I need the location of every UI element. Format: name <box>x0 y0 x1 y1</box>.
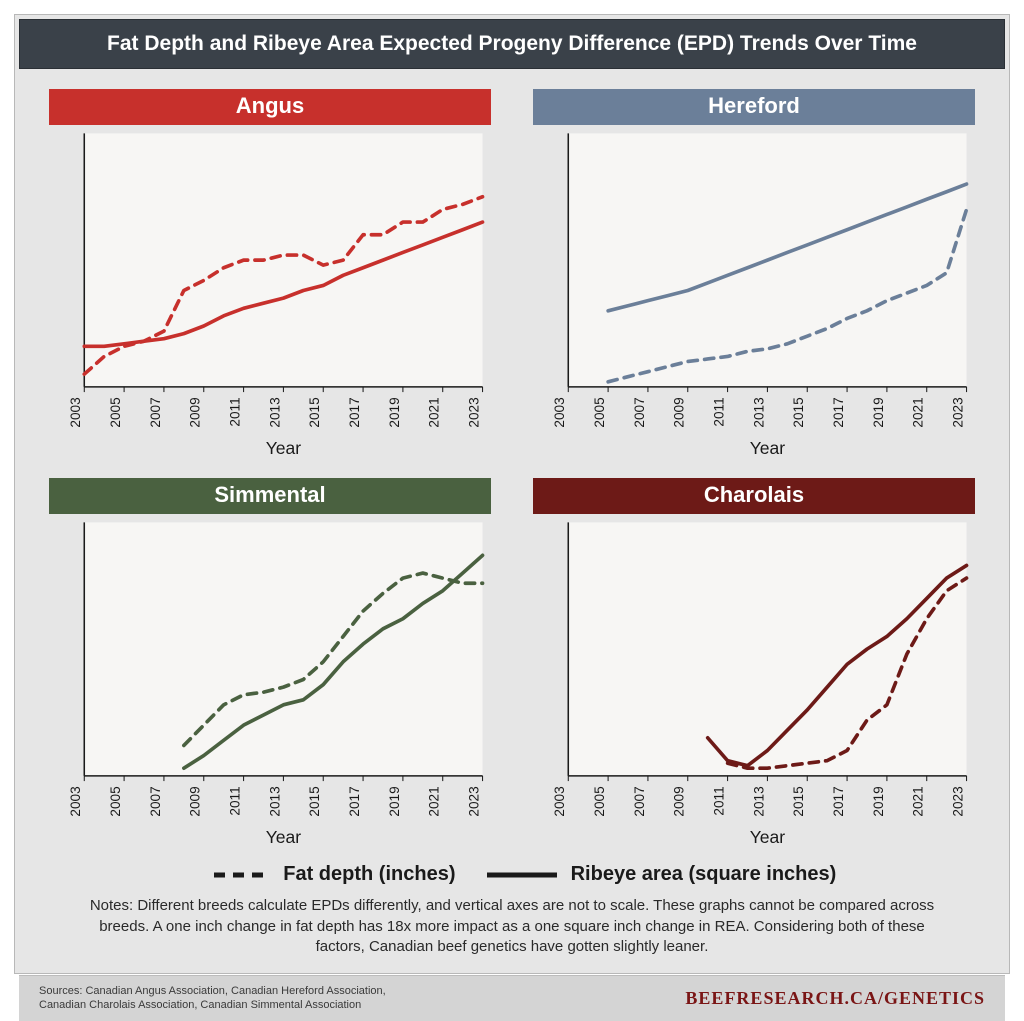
svg-text:2019: 2019 <box>387 786 402 816</box>
chart-panel-charolais: Charolais 200320052007200920112013201520… <box>527 478 981 849</box>
panel-title: Charolais <box>533 478 975 514</box>
dashed-line-icon <box>214 868 270 882</box>
svg-text:2005: 2005 <box>592 786 607 816</box>
svg-text:2017: 2017 <box>831 786 846 816</box>
svg-text:2005: 2005 <box>592 397 607 427</box>
chart-panel-simmental: Simmental 200320052007200920112013201520… <box>43 478 497 849</box>
svg-text:2015: 2015 <box>791 397 806 427</box>
chart-area: 2003 2005 2007 2009 2011 2013 2015 2017 2019 2021… <box>43 125 497 460</box>
sources-text: Sources: Canadian Angus Association, Can… <box>39 984 386 1013</box>
svg-text:2011: 2011 <box>712 786 727 815</box>
svg-text:2013: 2013 <box>751 397 766 427</box>
svg-text:2017: 2017 <box>347 397 362 427</box>
svg-text:2003: 2003 <box>552 397 567 427</box>
svg-text:2023: 2023 <box>467 397 482 427</box>
sources-line2: Canadian Charolais Association, Canadian… <box>39 999 361 1011</box>
chart-panel-angus: Angus 2003200520072009201120132015201720… <box>43 89 497 460</box>
svg-text:2007: 2007 <box>148 397 163 427</box>
frame: Fat Depth and Ribeye Area Expected Proge… <box>14 14 1010 974</box>
svg-text:Year: Year <box>750 827 786 847</box>
chart-area: 2003 2005 2007 2009 2011 2013 2015 2017 2019 2021… <box>43 514 497 849</box>
brand-link[interactable]: BEEFRESEARCH.CA/GENETICS <box>685 988 985 1009</box>
chart-svg: 2003 2005 2007 2009 2011 2013 2015 2017 2019 2021… <box>527 125 981 460</box>
svg-text:2013: 2013 <box>751 786 766 816</box>
svg-text:2023: 2023 <box>951 397 966 427</box>
svg-text:2021: 2021 <box>427 786 442 816</box>
main-title: Fat Depth and Ribeye Area Expected Proge… <box>19 19 1005 69</box>
svg-text:2009: 2009 <box>672 397 687 427</box>
svg-text:2011: 2011 <box>228 397 243 426</box>
svg-text:2009: 2009 <box>188 397 203 427</box>
svg-text:2023: 2023 <box>467 786 482 816</box>
svg-text:Year: Year <box>750 438 786 458</box>
svg-text:2017: 2017 <box>831 397 846 427</box>
panel-title: Simmental <box>49 478 491 514</box>
chart-panel-hereford: Hereford 2003 2005 2007 2009 2011 2013 2015 201… <box>527 89 981 460</box>
svg-text:2003: 2003 <box>68 397 83 427</box>
sources-line1: Sources: Canadian Angus Association, Can… <box>39 985 386 997</box>
svg-text:2017: 2017 <box>347 786 362 816</box>
legend-solid-label: Ribeye area (square inches) <box>571 863 837 885</box>
chart-svg: 2003 2005 2007 2009 2011 2013 2015 2017 2019 2021… <box>527 514 981 849</box>
panel-title: Hereford <box>533 89 975 125</box>
svg-text:2021: 2021 <box>427 397 442 427</box>
svg-text:Year: Year <box>266 827 302 847</box>
svg-text:2019: 2019 <box>871 786 886 816</box>
svg-text:2021: 2021 <box>911 397 926 427</box>
svg-text:2013: 2013 <box>267 397 282 427</box>
chart-svg: 2003 2005 2007 2009 2011 2013 2015 2017 2019 2021… <box>43 125 497 460</box>
svg-text:2021: 2021 <box>911 786 926 816</box>
svg-text:2019: 2019 <box>871 397 886 427</box>
svg-text:2005: 2005 <box>108 786 123 816</box>
svg-text:2015: 2015 <box>307 397 322 427</box>
page-container: Fat Depth and Ribeye Area Expected Proge… <box>0 0 1024 988</box>
svg-text:2003: 2003 <box>68 786 83 816</box>
svg-text:2007: 2007 <box>148 786 163 816</box>
legend-dashed-label: Fat depth (inches) <box>283 863 455 885</box>
notes-text: Notes: Different breeds calculate EPDs d… <box>15 896 1009 971</box>
chart-area: 2003 2005 2007 2009 2011 2013 2015 2017 2019 2021… <box>527 125 981 460</box>
svg-text:2015: 2015 <box>791 786 806 816</box>
svg-text:2019: 2019 <box>387 397 402 427</box>
svg-text:2003: 2003 <box>552 786 567 816</box>
svg-text:2013: 2013 <box>267 786 282 816</box>
chart-svg: 2003 2005 2007 2009 2011 2013 2015 2017 2019 2021… <box>43 514 497 849</box>
svg-text:Year: Year <box>266 438 302 458</box>
legend: Fat depth (inches) Ribeye area (square i… <box>15 857 1009 896</box>
svg-text:2011: 2011 <box>712 397 727 426</box>
svg-text:2023: 2023 <box>951 786 966 816</box>
solid-line-icon <box>487 868 557 882</box>
svg-text:2015: 2015 <box>307 786 322 816</box>
svg-text:2007: 2007 <box>632 397 647 427</box>
chart-area: 2003 2005 2007 2009 2011 2013 2015 2017 2019 2021… <box>527 514 981 849</box>
footer: Sources: Canadian Angus Association, Can… <box>19 975 1005 1021</box>
svg-text:2005: 2005 <box>108 397 123 427</box>
svg-text:2011: 2011 <box>228 786 243 815</box>
svg-text:2007: 2007 <box>632 786 647 816</box>
panel-title: Angus <box>49 89 491 125</box>
svg-text:2009: 2009 <box>188 786 203 816</box>
svg-text:2009: 2009 <box>672 786 687 816</box>
chart-grid: Angus 2003200520072009201120132015201720… <box>15 69 1009 857</box>
